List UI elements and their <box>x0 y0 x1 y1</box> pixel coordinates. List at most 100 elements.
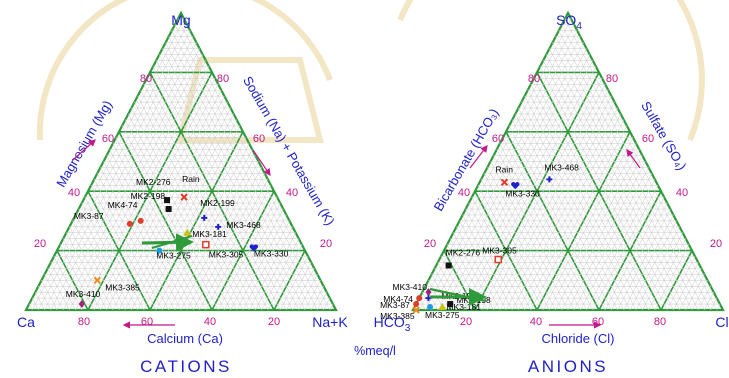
cation-point-label: MK4-74 <box>108 200 138 210</box>
cation-fine-gridline <box>205 185 272 311</box>
anion-fine-gridline <box>477 185 544 311</box>
cation-fine-gridline <box>44 30 191 311</box>
cation-left-tick-40: 40 <box>68 187 80 199</box>
anion-point-label: MK3-305 <box>482 246 517 256</box>
anion-fine-gridline <box>580 173 652 311</box>
cation-left-tick-20: 20 <box>34 238 46 250</box>
cation-point-mk3-330-marker <box>249 244 259 252</box>
cation-fine-gridline <box>255 232 296 311</box>
cation-fine-grid <box>28 18 334 311</box>
anion-fine-gridline <box>704 292 714 311</box>
cation-point-label: MK3-181 <box>192 229 227 239</box>
cation-fine-gridline <box>93 179 163 311</box>
cation-fine-gridline <box>103 161 182 311</box>
anion-right-direction-arrow <box>626 149 641 169</box>
anion-fine-gridline <box>490 161 569 311</box>
anion-fine-gridline <box>465 208 519 311</box>
cation-fine-gridline <box>304 280 321 311</box>
cation-fine-gridline <box>93 78 216 311</box>
cation-fine-gridline <box>248 226 293 311</box>
anion-fine-gridline <box>592 185 659 311</box>
anion-title: ANIONS <box>528 357 608 376</box>
anion-fine-gridline <box>518 113 621 311</box>
cation-fine-gridline <box>134 101 244 311</box>
cation-fine-gridline <box>31 298 39 311</box>
cation-point-label: MK3-87 <box>74 211 104 221</box>
anion-fine-gridline <box>521 101 631 311</box>
anion-fine-gridline <box>499 143 587 311</box>
cation-fine-gridline <box>112 143 200 311</box>
cation-point-mk3-468-marker <box>215 223 222 230</box>
cation-apex-ca: Ca <box>17 314 35 330</box>
anion-fine-gridline <box>679 268 702 311</box>
anion-fine-gridline <box>546 54 680 311</box>
cation-left-tick-60: 60 <box>102 133 114 145</box>
anion-fine-gridline <box>666 256 696 311</box>
anion-apex-so4: SO4 <box>556 12 582 32</box>
cation-fine-gridline <box>69 54 203 311</box>
anion-point-mk3-87-marker <box>413 301 420 308</box>
cation-fine-gridline <box>168 149 253 311</box>
anion-left-tick-60: 60 <box>492 133 504 145</box>
anion-fine-gridline <box>456 54 590 311</box>
cation-fine-gridline <box>180 161 259 311</box>
cation-apex-nak: Na+K <box>312 314 348 330</box>
cation-fine-gridline <box>78 208 132 311</box>
cation-fine-gridline <box>137 119 238 311</box>
cation-fine-gridline <box>242 220 290 311</box>
cation-fine-gridline <box>131 113 234 311</box>
cation-fine-gridline <box>171 30 318 311</box>
cation-point-label: MK3-410 <box>66 289 101 299</box>
cation-fine-gridline <box>310 286 324 311</box>
cation-fine-gridline <box>38 286 52 311</box>
anion-fine-gridline <box>468 66 597 311</box>
cation-bottom-tick-60: 60 <box>141 316 153 328</box>
cation-bottom-tick-80: 80 <box>78 316 90 328</box>
cation-point-mk3-410-marker <box>78 300 85 309</box>
cation-fine-gridline <box>81 202 138 311</box>
anion-fine-gridline <box>487 167 563 311</box>
cation-point-rain-marker <box>180 193 188 201</box>
anion-fine-gridline <box>471 197 532 311</box>
unit-label: %meq/l <box>354 344 396 358</box>
cation-fine-gridline <box>323 298 331 311</box>
anion-fine-gridline <box>511 119 612 311</box>
anion-point-mk3-385-marker <box>412 306 420 314</box>
anion-right-tick-40: 40 <box>676 187 688 199</box>
cation-fine-gridline <box>47 268 70 311</box>
anion-fine-gridline <box>654 244 690 311</box>
cation-point-mk2-276-marker <box>164 197 171 204</box>
cation-point-label: MK2-198 <box>131 191 166 201</box>
anion-fine-gridline <box>539 66 668 311</box>
anion-fine-gridline <box>611 202 668 311</box>
cation-fine-gridline <box>174 155 256 311</box>
cation-trend-line <box>151 234 193 250</box>
anion-fine-gridline <box>716 303 721 311</box>
cation-fine-gridline <box>128 113 231 311</box>
anion-major-gridline <box>598 190 662 311</box>
cation-fine-gridline <box>59 244 95 311</box>
cation-fine-gridline <box>236 214 287 311</box>
cation-fine-gridline <box>177 18 331 311</box>
cation-point-mk3-385-marker <box>93 276 102 285</box>
cation-fine-gridline <box>109 149 194 311</box>
anion-fine-gridline <box>533 78 656 311</box>
cation-fine-gridline <box>72 220 120 311</box>
anion-fine-gridline <box>493 90 609 311</box>
anion-bottom-tick-80: 80 <box>654 316 666 328</box>
anion-fine-gridline <box>480 78 603 311</box>
cation-left-tick-80: 80 <box>140 73 152 85</box>
anion-fine-gridline <box>515 113 618 311</box>
cation-point-label: MK2-199 <box>200 198 235 208</box>
cation-point-label: MK3-468 <box>226 220 261 230</box>
cation-fine-gridline <box>140 90 256 311</box>
cation-fine-gridline <box>115 137 207 311</box>
anion-fine-gridline <box>586 179 656 311</box>
cation-fine-gridline <box>124 119 225 311</box>
anion-fine-gridline <box>685 274 705 311</box>
anion-point-label: MK3-87 <box>380 300 410 310</box>
cation-point-mk3-87-marker <box>126 220 133 227</box>
cation-fine-gridline <box>162 143 250 311</box>
anion-point-mk3-410-marker <box>425 288 432 297</box>
